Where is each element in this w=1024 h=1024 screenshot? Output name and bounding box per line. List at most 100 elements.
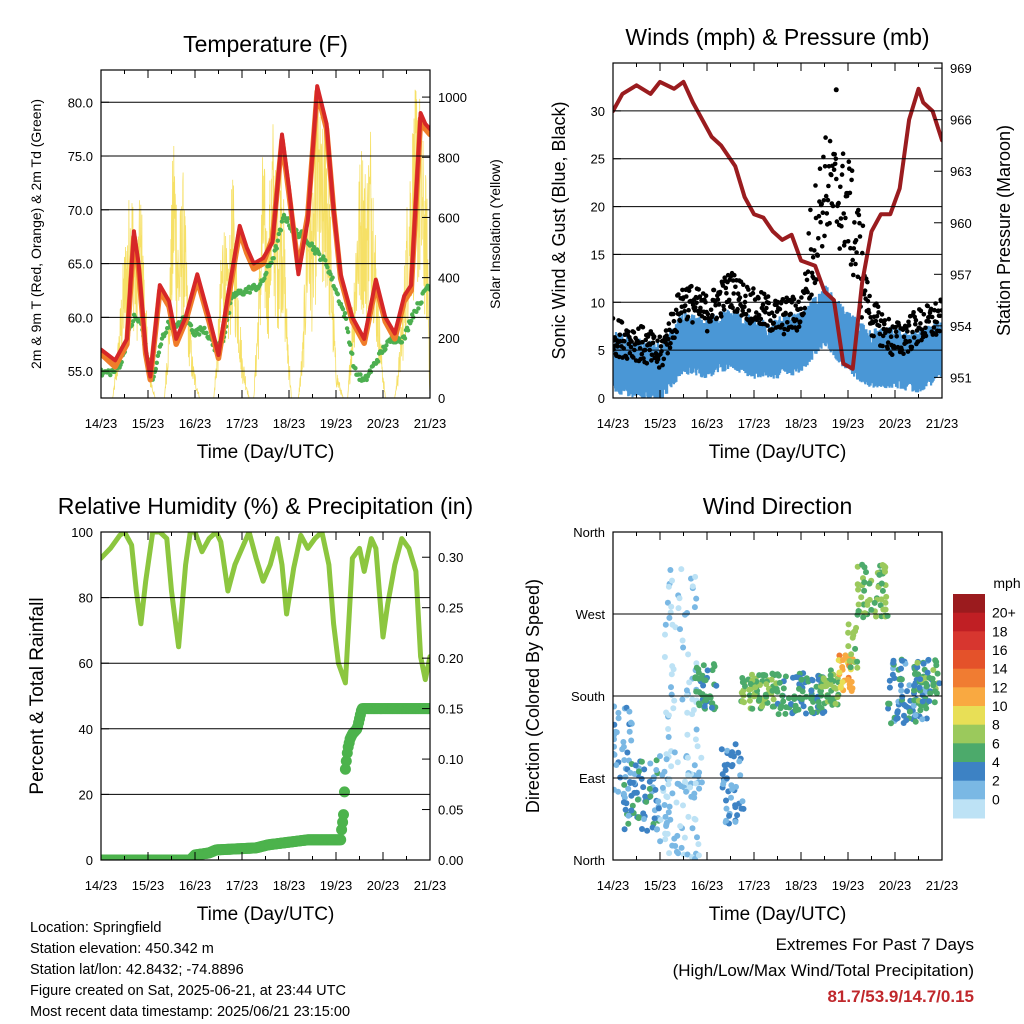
humidity-ytick-label: 0: [86, 853, 93, 868]
gust-point: [923, 333, 929, 339]
direction-point: [798, 676, 805, 683]
gust-point: [809, 292, 814, 298]
gust-point: [655, 338, 660, 344]
direction-point: [780, 698, 787, 705]
dewpoint-point: [330, 275, 335, 280]
gust-point: [658, 344, 664, 349]
direction-point: [796, 685, 802, 692]
gust-point: [794, 317, 799, 323]
gust-point: [668, 341, 673, 346]
gust-point: [856, 212, 862, 218]
gust-point: [886, 316, 892, 322]
direction-point: [878, 596, 885, 603]
dewpoint-point: [405, 328, 411, 333]
temperature-ytick-label: 60.0: [68, 310, 93, 325]
gust-point: [794, 328, 800, 333]
direction-point: [914, 664, 921, 671]
direction-point: [652, 786, 659, 793]
station-location: Location: Springfield: [30, 920, 162, 936]
humidity-xtick-label: 19/23: [320, 878, 353, 893]
gust-point: [839, 223, 844, 229]
humidity-ylabel: Percent & Total Rainfall: [27, 597, 48, 794]
direction-point: [619, 746, 626, 753]
direction-point: [696, 769, 703, 776]
direction-point: [846, 658, 853, 664]
direction-point: [854, 664, 861, 671]
direction-point: [882, 564, 889, 571]
humidity-ytick-label: 20: [79, 787, 93, 802]
winds-xtick-label: 18/23: [785, 416, 818, 431]
direction-point: [629, 802, 636, 809]
colorbar-label: 10: [992, 698, 1008, 714]
gust-point: [860, 223, 866, 229]
direction-point: [665, 712, 672, 719]
direction-point: [747, 681, 754, 687]
gust-point: [830, 203, 836, 209]
gust-point: [674, 329, 679, 335]
winds-y2tick-label: 951: [950, 370, 972, 385]
direction-point: [628, 807, 635, 814]
direction-point: [685, 651, 692, 658]
direction-point: [769, 687, 776, 694]
colorbar-label: 8: [992, 717, 1000, 733]
direction-point: [680, 802, 686, 809]
gust-point: [894, 334, 899, 339]
direction-point: [749, 705, 756, 712]
gust-point: [763, 309, 768, 315]
direction-point: [746, 697, 753, 704]
gust-point: [875, 304, 881, 310]
gust-point: [721, 307, 727, 312]
direction-point: [661, 654, 668, 660]
direction-point: [640, 784, 647, 791]
gust-point: [852, 220, 857, 225]
temperature-y2tick-label: 200: [438, 331, 460, 346]
gust-point: [696, 287, 701, 292]
gust-point: [742, 304, 747, 310]
temp-2m-line: [101, 84, 430, 379]
direction-point: [668, 603, 675, 610]
dewpoint-point: [309, 241, 315, 246]
direction-point: [691, 604, 698, 611]
direction-point: [686, 679, 693, 686]
direction-point: [889, 671, 896, 678]
gust-point: [760, 302, 766, 308]
gust-point: [640, 324, 646, 330]
gust-point: [649, 352, 655, 358]
colorbar-swatch: [953, 687, 985, 707]
direction-point: [669, 790, 676, 797]
direction-point: [669, 621, 676, 628]
direction-point: [700, 682, 707, 689]
gust-point: [826, 164, 832, 169]
gust-point: [666, 336, 671, 342]
direction-point: [684, 731, 691, 738]
gust-point: [676, 292, 681, 297]
direction-point: [899, 657, 906, 664]
direction-point: [927, 690, 934, 697]
dewpoint-point: [275, 238, 280, 243]
direction-point: [683, 687, 690, 694]
direction-point: [864, 598, 871, 605]
direction-point: [646, 778, 653, 785]
humidity-y2tick-label: 0.00: [438, 853, 463, 868]
direction-point: [904, 688, 910, 695]
gust-point: [887, 327, 893, 333]
humidity-xtick-label: 14/23: [85, 878, 118, 893]
direction-point: [886, 684, 893, 691]
direction-point: [696, 702, 703, 709]
direction-point: [674, 780, 681, 787]
dewpoint-point: [204, 330, 209, 335]
direction-point: [720, 781, 727, 788]
colorbar-swatch: [953, 762, 985, 782]
dewpoint-point: [284, 219, 290, 224]
direction-point: [692, 736, 699, 743]
direction-point: [640, 810, 647, 817]
direction-point: [613, 762, 620, 768]
gust-point: [802, 305, 808, 311]
temperature-title: Temperature (F): [183, 31, 348, 57]
direction-point: [828, 676, 835, 683]
direction-point: [749, 671, 755, 678]
gust-point: [756, 312, 762, 318]
gust-point: [823, 135, 828, 140]
humidity-xtick-label: 21/23: [414, 878, 447, 893]
